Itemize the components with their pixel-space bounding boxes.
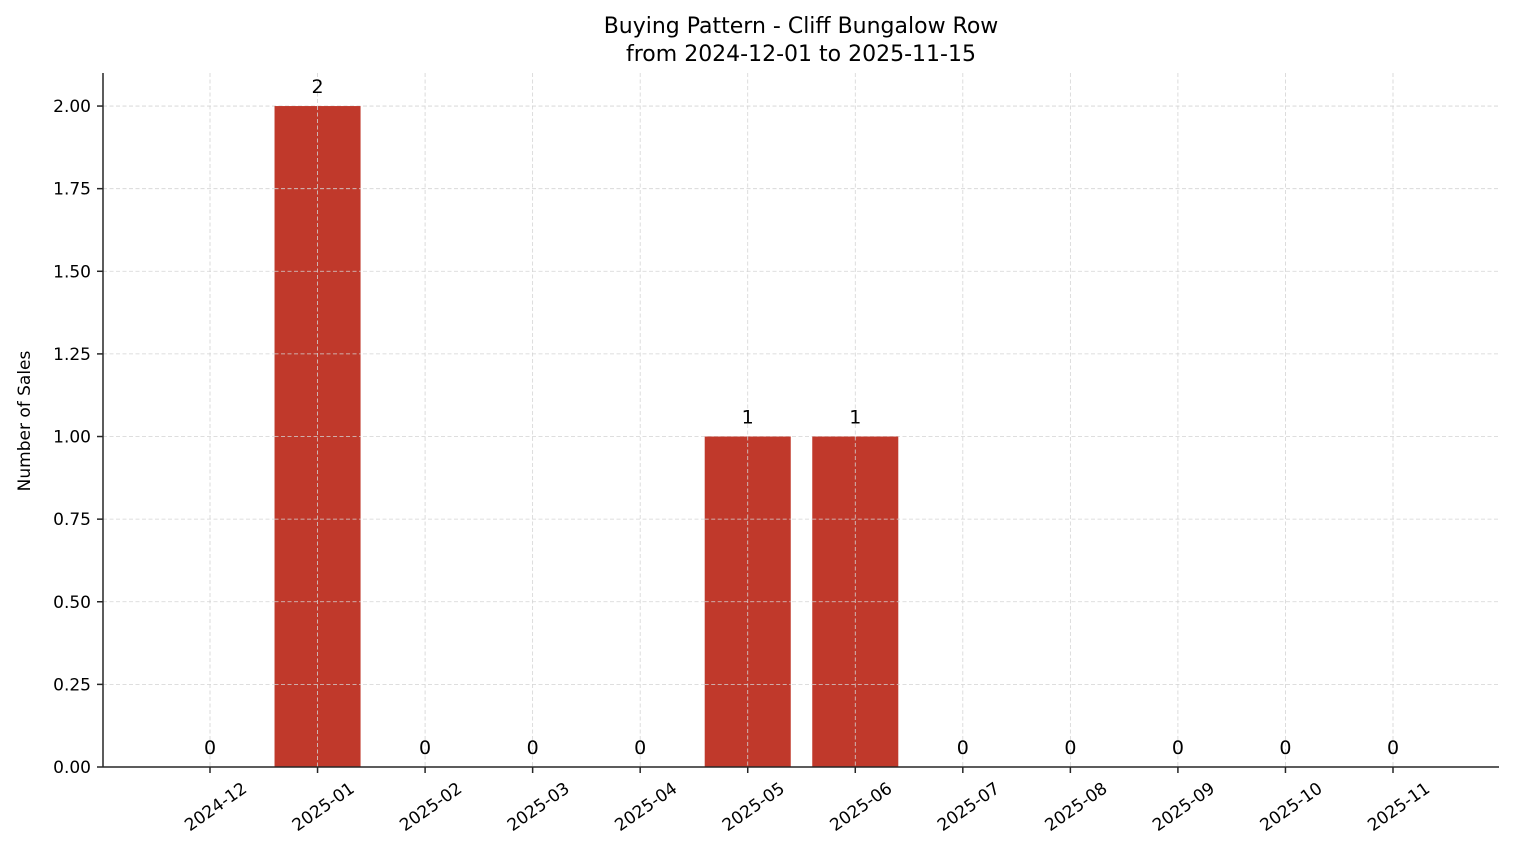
chart-subtitle: from 2024-12-01 to 2025-11-15 <box>626 42 976 67</box>
grid-lines <box>103 73 1499 768</box>
x-tick-label: 2025-04 <box>611 779 681 836</box>
bar-value-label: 1 <box>849 407 861 429</box>
bar-value-label: 0 <box>634 737 646 759</box>
x-tick-label: 2025-02 <box>396 779 466 836</box>
y-axis-ticks: 0.00 0.25 0.50 0.75 1.00 1.25 1.50 1.75 2.00 <box>53 97 103 778</box>
x-tick-label: 2025-07 <box>934 779 1004 836</box>
x-tick-label: 2025-11 <box>1364 779 1434 836</box>
bar-value-labels: 0 2 0 0 0 1 1 0 0 0 0 0 <box>204 76 1399 759</box>
y-tick-label: 2.00 <box>53 97 91 117</box>
x-tick-label: 2025-05 <box>719 779 789 836</box>
y-tick-label: 0.75 <box>53 510 91 530</box>
y-tick-label: 0.50 <box>53 593 91 613</box>
bar-value-label: 2 <box>311 76 323 98</box>
y-tick-label: 0.25 <box>53 675 91 695</box>
x-tick-label: 2025-10 <box>1257 779 1327 836</box>
x-tick-label: 2025-03 <box>504 779 574 836</box>
bar-value-label: 0 <box>1064 737 1076 759</box>
bar-value-label: 0 <box>957 737 969 759</box>
x-axis-ticks: 2024-12 2025-01 2025-02 2025-03 2025-04 2025-… <box>181 767 1434 836</box>
bar-value-label: 0 <box>1172 737 1184 759</box>
bar-value-label: 0 <box>204 737 216 759</box>
y-tick-label: 1.50 <box>53 262 91 282</box>
x-tick-label: 2025-06 <box>826 779 896 836</box>
bar-value-label: 0 <box>1279 737 1291 759</box>
bar-value-label: 0 <box>419 737 431 759</box>
x-tick-label: 2025-08 <box>1042 779 1112 836</box>
chart-title: Buying Pattern - Cliff Bungalow Row <box>604 14 999 39</box>
bar-value-label: 0 <box>527 737 539 759</box>
y-tick-label: 1.00 <box>53 428 91 448</box>
bar-value-label: 1 <box>742 407 754 429</box>
bar-value-label: 0 <box>1387 737 1399 759</box>
y-tick-label: 0.00 <box>53 758 91 778</box>
x-tick-label: 2025-01 <box>289 779 359 836</box>
y-tick-label: 1.25 <box>53 345 91 365</box>
x-tick-label: 2025-09 <box>1149 779 1219 836</box>
y-tick-label: 1.75 <box>53 180 91 200</box>
x-tick-label: 2024-12 <box>181 779 251 836</box>
y-axis-label: Number of Sales <box>15 350 35 491</box>
bars <box>274 106 899 768</box>
